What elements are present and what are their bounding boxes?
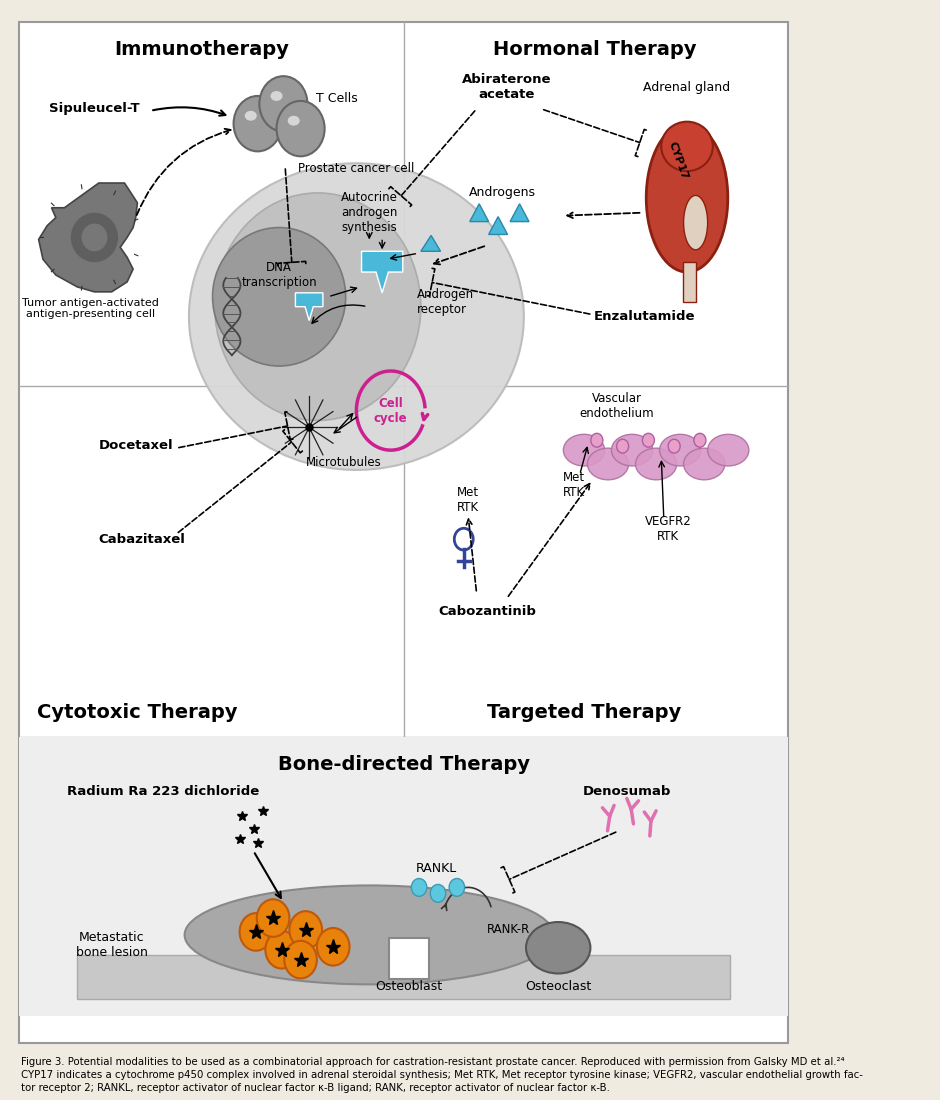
FancyBboxPatch shape	[19, 737, 789, 1016]
Text: Denosumab: Denosumab	[583, 785, 671, 798]
Text: Androgens: Androgens	[469, 186, 536, 199]
Text: Androgen
receptor: Androgen receptor	[416, 288, 474, 316]
Text: Autocrine
androgen
synthesis: Autocrine androgen synthesis	[341, 191, 398, 234]
Text: RANK-R: RANK-R	[487, 924, 530, 936]
Ellipse shape	[526, 922, 590, 974]
Polygon shape	[489, 217, 508, 234]
Ellipse shape	[683, 196, 708, 250]
Text: DNA
transcription: DNA transcription	[242, 261, 317, 289]
Text: RANKL: RANKL	[415, 862, 457, 876]
Ellipse shape	[683, 448, 725, 480]
Circle shape	[259, 76, 307, 132]
FancyBboxPatch shape	[77, 955, 730, 999]
Circle shape	[265, 931, 298, 968]
Text: VEGFR2
RTK: VEGFR2 RTK	[645, 515, 692, 543]
Circle shape	[617, 439, 629, 453]
Text: Cabazitaxel: Cabazitaxel	[99, 532, 185, 546]
Ellipse shape	[708, 434, 749, 466]
Ellipse shape	[184, 886, 554, 984]
Polygon shape	[510, 204, 529, 221]
Polygon shape	[470, 204, 489, 221]
Text: Cell
cycle: Cell cycle	[374, 397, 408, 425]
Polygon shape	[295, 293, 323, 320]
Ellipse shape	[588, 448, 629, 480]
Text: CYP17: CYP17	[667, 140, 690, 180]
Circle shape	[591, 433, 603, 448]
Circle shape	[454, 528, 473, 550]
Text: Targeted Therapy: Targeted Therapy	[487, 703, 682, 722]
Text: Met
RTK: Met RTK	[563, 471, 585, 498]
Ellipse shape	[212, 228, 346, 366]
Circle shape	[449, 879, 464, 896]
Ellipse shape	[660, 434, 700, 466]
Text: Osteoclast: Osteoclast	[525, 980, 591, 993]
Ellipse shape	[646, 123, 728, 272]
Ellipse shape	[271, 91, 283, 101]
Circle shape	[290, 911, 322, 948]
Text: Enzalutamide: Enzalutamide	[593, 310, 695, 323]
Polygon shape	[421, 235, 441, 251]
Text: Metastatic
bone lesion: Metastatic bone lesion	[76, 931, 148, 959]
Ellipse shape	[611, 434, 652, 466]
Text: Met
RTK: Met RTK	[457, 485, 479, 514]
Text: Bone-directed Therapy: Bone-directed Therapy	[277, 756, 529, 774]
Ellipse shape	[82, 223, 107, 251]
Ellipse shape	[189, 163, 524, 470]
Text: T Cells: T Cells	[316, 92, 358, 106]
FancyBboxPatch shape	[19, 22, 789, 1043]
Text: Microtubules: Microtubules	[306, 456, 382, 470]
Text: Tumor antigen-activated
antigen-presenting cell: Tumor antigen-activated antigen-presenti…	[22, 298, 159, 319]
Ellipse shape	[244, 111, 257, 121]
Text: Hormonal Therapy: Hormonal Therapy	[494, 40, 697, 59]
Ellipse shape	[70, 212, 118, 262]
Circle shape	[668, 439, 681, 453]
Text: Prostate cancer cell: Prostate cancer cell	[298, 162, 415, 175]
FancyBboxPatch shape	[682, 262, 697, 301]
Text: Osteoblast: Osteoblast	[375, 980, 443, 993]
Circle shape	[317, 928, 350, 966]
Text: Docetaxel: Docetaxel	[99, 439, 173, 452]
Circle shape	[412, 879, 427, 896]
Polygon shape	[362, 251, 402, 293]
Ellipse shape	[214, 192, 421, 420]
Ellipse shape	[661, 122, 713, 172]
Ellipse shape	[288, 116, 300, 125]
Text: Vascular
endothelium: Vascular endothelium	[579, 392, 654, 419]
FancyBboxPatch shape	[389, 938, 429, 979]
Circle shape	[240, 913, 273, 950]
Text: Cytotoxic Therapy: Cytotoxic Therapy	[38, 703, 238, 722]
Ellipse shape	[635, 448, 677, 480]
Text: Cabozantinib: Cabozantinib	[438, 605, 536, 618]
Circle shape	[233, 96, 282, 152]
Text: Immunotherapy: Immunotherapy	[115, 40, 290, 59]
Circle shape	[642, 433, 654, 448]
Text: Sipuleucel-T: Sipuleucel-T	[49, 102, 140, 116]
Circle shape	[431, 884, 446, 902]
Circle shape	[257, 900, 290, 937]
Ellipse shape	[563, 434, 604, 466]
Polygon shape	[39, 183, 137, 292]
Text: Figure 3. Potential modalities to be used as a combinatorial approach for castra: Figure 3. Potential modalities to be use…	[22, 1057, 863, 1093]
Circle shape	[276, 101, 324, 156]
Circle shape	[284, 940, 317, 978]
Text: Radium Ra 223 dichloride: Radium Ra 223 dichloride	[67, 785, 259, 798]
Text: Abiraterone
acetate: Abiraterone acetate	[462, 73, 552, 101]
Circle shape	[694, 433, 706, 448]
Text: Adrenal gland: Adrenal gland	[644, 80, 730, 94]
